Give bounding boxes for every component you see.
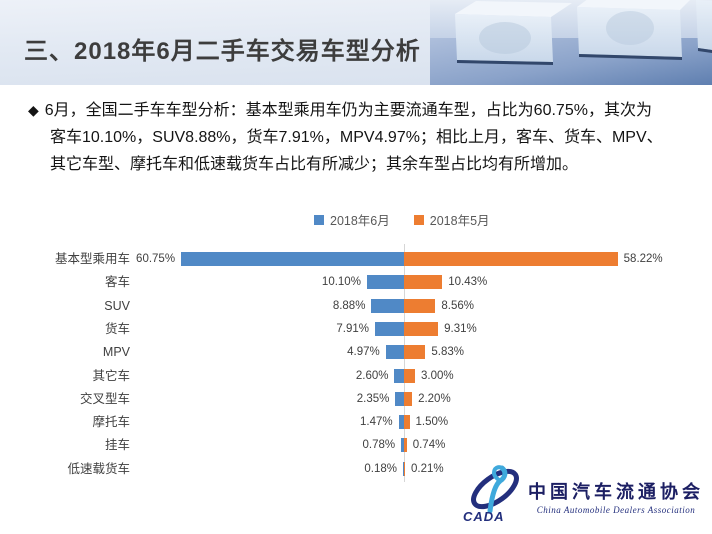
june-value-label: 0.18%: [364, 462, 397, 475]
june-bar: [398, 415, 404, 430]
category-label: 挂车: [104, 438, 130, 453]
june-bar: [366, 275, 404, 290]
body-line: 其它车型、摩托车和低速载货车占比有所减少；其余车型占比均有所增加。: [50, 156, 579, 173]
may-bar: [404, 368, 415, 383]
category-label: MPV: [102, 345, 130, 360]
june-value-label: 60.75%: [136, 253, 176, 265]
chart-row: 货车 7.91% 9.31%: [0, 321, 712, 336]
may-value-label: 8.56%: [441, 299, 475, 312]
chart-row: 交叉型车 2.35% 2.20%: [0, 391, 712, 406]
june-bar: [371, 298, 404, 313]
legend-swatch-may: [413, 214, 424, 225]
header-banner: 三、2018年6月二手车交易车型分析: [0, 0, 712, 85]
may-value-label: 3.00%: [421, 369, 454, 382]
cada-logo: CADA 中国汽车流通协会 China Automobile Dealers A…: [462, 465, 704, 528]
june-value-label: 10.10%: [321, 276, 361, 289]
chart-row: 基本型乘用车 60.75% 58.22%: [0, 252, 712, 266]
cada-logo-en: China Automobile Dealers Association: [536, 505, 696, 515]
cubes-decoration: [430, 0, 712, 85]
category-label: SUV: [104, 298, 130, 313]
category-label: 基本型乘用车: [54, 252, 130, 266]
category-label: 低速载货车: [67, 461, 130, 476]
legend-label-may: 2018年5月: [429, 214, 490, 228]
body-line-text: 6月，全国二手车车型分析：基本型乘用车仍为主要流通车型，占比为60.75%，其次…: [44, 102, 652, 119]
may-value-label: 58.22%: [623, 253, 663, 265]
june-value-label: 1.47%: [360, 416, 393, 429]
body-line: ◆ 6月，全国二手车车型分析：基本型乘用车仍为主要流通车型，占比为60.75%，其…: [28, 97, 678, 124]
may-value-label: 9.31%: [444, 322, 477, 335]
june-bar: [181, 252, 404, 266]
june-value-label: 0.78%: [362, 439, 396, 452]
may-value-label: 0.21%: [411, 462, 444, 475]
cada-logo-text: 中国汽车流通协会 China Automobile Dealers Associ…: [528, 478, 704, 515]
may-value-label: 1.50%: [415, 416, 449, 429]
body-paragraph: ◆ 6月，全国二手车车型分析：基本型乘用车仍为主要流通车型，占比为60.75%，其…: [28, 97, 678, 178]
may-value-label: 5.83%: [431, 346, 464, 359]
category-label: 摩托车: [92, 415, 130, 430]
slide-title: 三、2018年6月二手车交易车型分析: [24, 38, 421, 65]
chart-row: 客车 10.10% 10.43%: [0, 275, 712, 290]
chart-row: 低速载货车 0.18% 0.21%: [0, 461, 712, 476]
june-bar: [403, 461, 404, 476]
may-bar: [404, 345, 426, 360]
chart-row: 挂车 0.78% 0.74%: [0, 438, 712, 453]
may-bar: [404, 252, 618, 266]
tornado-chart: 基本型乘用车 60.75% 58.22% 客车 10.10% 10.43% SUV 8.88%…: [0, 240, 712, 492]
legend-item-may: 2018年5月: [413, 210, 490, 229]
cada-acronym: CADA: [463, 509, 505, 523]
may-value-label: 10.43%: [448, 276, 488, 289]
chart-legend: 2018年6月 2018年5月: [314, 210, 490, 229]
june-bar: [395, 391, 404, 406]
june-value-label: 2.60%: [355, 369, 389, 382]
legend-item-june: 2018年6月: [314, 210, 390, 229]
cada-logo-emblem: CADA: [462, 465, 524, 528]
chart-row: MPV 4.97% 5.83%: [0, 345, 712, 360]
june-value-label: 7.91%: [336, 322, 369, 335]
chart-row: 其它车 2.60% 3.00%: [0, 368, 712, 383]
may-bar: [404, 275, 443, 290]
diamond-bullet-icon: ◆: [28, 102, 39, 118]
may-bar: [404, 321, 439, 336]
june-bar: [394, 368, 404, 383]
june-value-label: 8.88%: [332, 299, 366, 312]
june-bar: [374, 321, 404, 336]
may-bar: [404, 298, 436, 313]
may-bar: [404, 461, 405, 476]
category-label: 客车: [104, 275, 130, 290]
june-value-label: 4.97%: [347, 346, 380, 359]
center-axis-line: [403, 244, 405, 482]
may-value-label: 0.74%: [412, 439, 446, 452]
body-line: 客车10.10%，SUV8.88%，货车7.91%，MPV4.97%；相比上月，…: [50, 129, 663, 146]
legend-label-june: 2018年6月: [330, 214, 390, 228]
may-value-label: 2.20%: [418, 392, 451, 405]
chart-row: SUV 8.88% 8.56%: [0, 298, 712, 313]
may-bar: [404, 391, 413, 406]
may-bar: [404, 415, 410, 430]
chart-row: 摩托车 1.47% 1.50%: [0, 415, 712, 430]
june-bar: [385, 345, 404, 360]
legend-swatch-june: [314, 214, 324, 225]
cubes-illustration: [430, 0, 712, 85]
may-bar: [404, 438, 407, 453]
category-label: 货车: [104, 321, 130, 336]
june-value-label: 2.35%: [356, 392, 390, 405]
category-label: 交叉型车: [79, 391, 130, 406]
category-label: 其它车: [92, 368, 130, 383]
june-bar: [401, 438, 404, 453]
cada-logo-cn: 中国汽车流通协会: [528, 482, 704, 502]
